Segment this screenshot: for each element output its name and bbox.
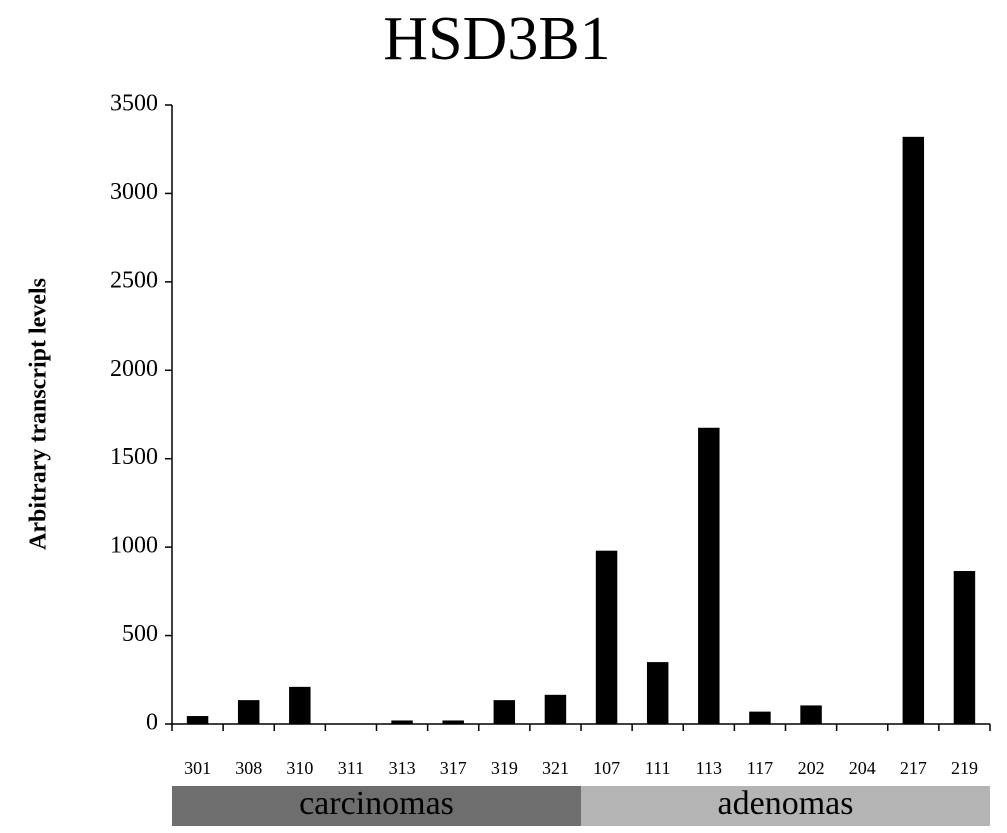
- y-tick-label: 2000: [110, 356, 158, 382]
- x-tick-label: 219: [951, 758, 978, 778]
- bar: [442, 720, 464, 724]
- bar: [698, 427, 720, 724]
- bar: [391, 720, 413, 724]
- bar: [902, 136, 925, 724]
- y-tick-label: 2500: [110, 267, 158, 293]
- x-tick-label: 111: [645, 758, 671, 778]
- y-tick-label: 3000: [110, 179, 158, 205]
- y-axis-label: Arbitrary transcript levels: [26, 278, 52, 550]
- bar: [646, 662, 669, 724]
- y-tick-label: 1500: [110, 444, 158, 470]
- group-band: [172, 786, 581, 826]
- x-tick-label: 310: [286, 758, 313, 778]
- bar: [749, 711, 771, 724]
- bar: [544, 694, 567, 724]
- group-band: [581, 786, 990, 826]
- group-label: adenomas: [718, 785, 854, 822]
- x-tick-label: 311: [338, 758, 364, 778]
- x-tick-label: 107: [593, 758, 620, 778]
- x-tick-label: 317: [440, 758, 467, 778]
- y-tick-label: 500: [122, 621, 158, 647]
- x-tick-label: 202: [798, 758, 825, 778]
- bar: [186, 716, 209, 724]
- x-tick-label: 319: [491, 758, 518, 778]
- group-label: carcinomas: [299, 785, 454, 822]
- x-tick-label: 308: [235, 758, 262, 778]
- x-tick-label: 321: [542, 758, 569, 778]
- bar: [237, 700, 260, 724]
- x-tick-label: 217: [900, 758, 927, 778]
- chart-title: HSD3B1: [383, 5, 610, 73]
- x-tick-label: 301: [184, 758, 211, 778]
- bar: [800, 705, 822, 724]
- y-tick-label: 1000: [110, 533, 158, 559]
- x-tick-label: 113: [696, 758, 722, 778]
- x-tick-label: 313: [389, 758, 416, 778]
- y-tick-label: 3500: [110, 91, 158, 117]
- x-tick-label: 117: [747, 758, 773, 778]
- x-tick-label: 204: [849, 758, 876, 778]
- bar: [493, 700, 516, 724]
- bar: [595, 550, 618, 724]
- bar: [953, 571, 976, 724]
- y-tick-label: 0: [146, 710, 158, 736]
- bar: [289, 686, 311, 724]
